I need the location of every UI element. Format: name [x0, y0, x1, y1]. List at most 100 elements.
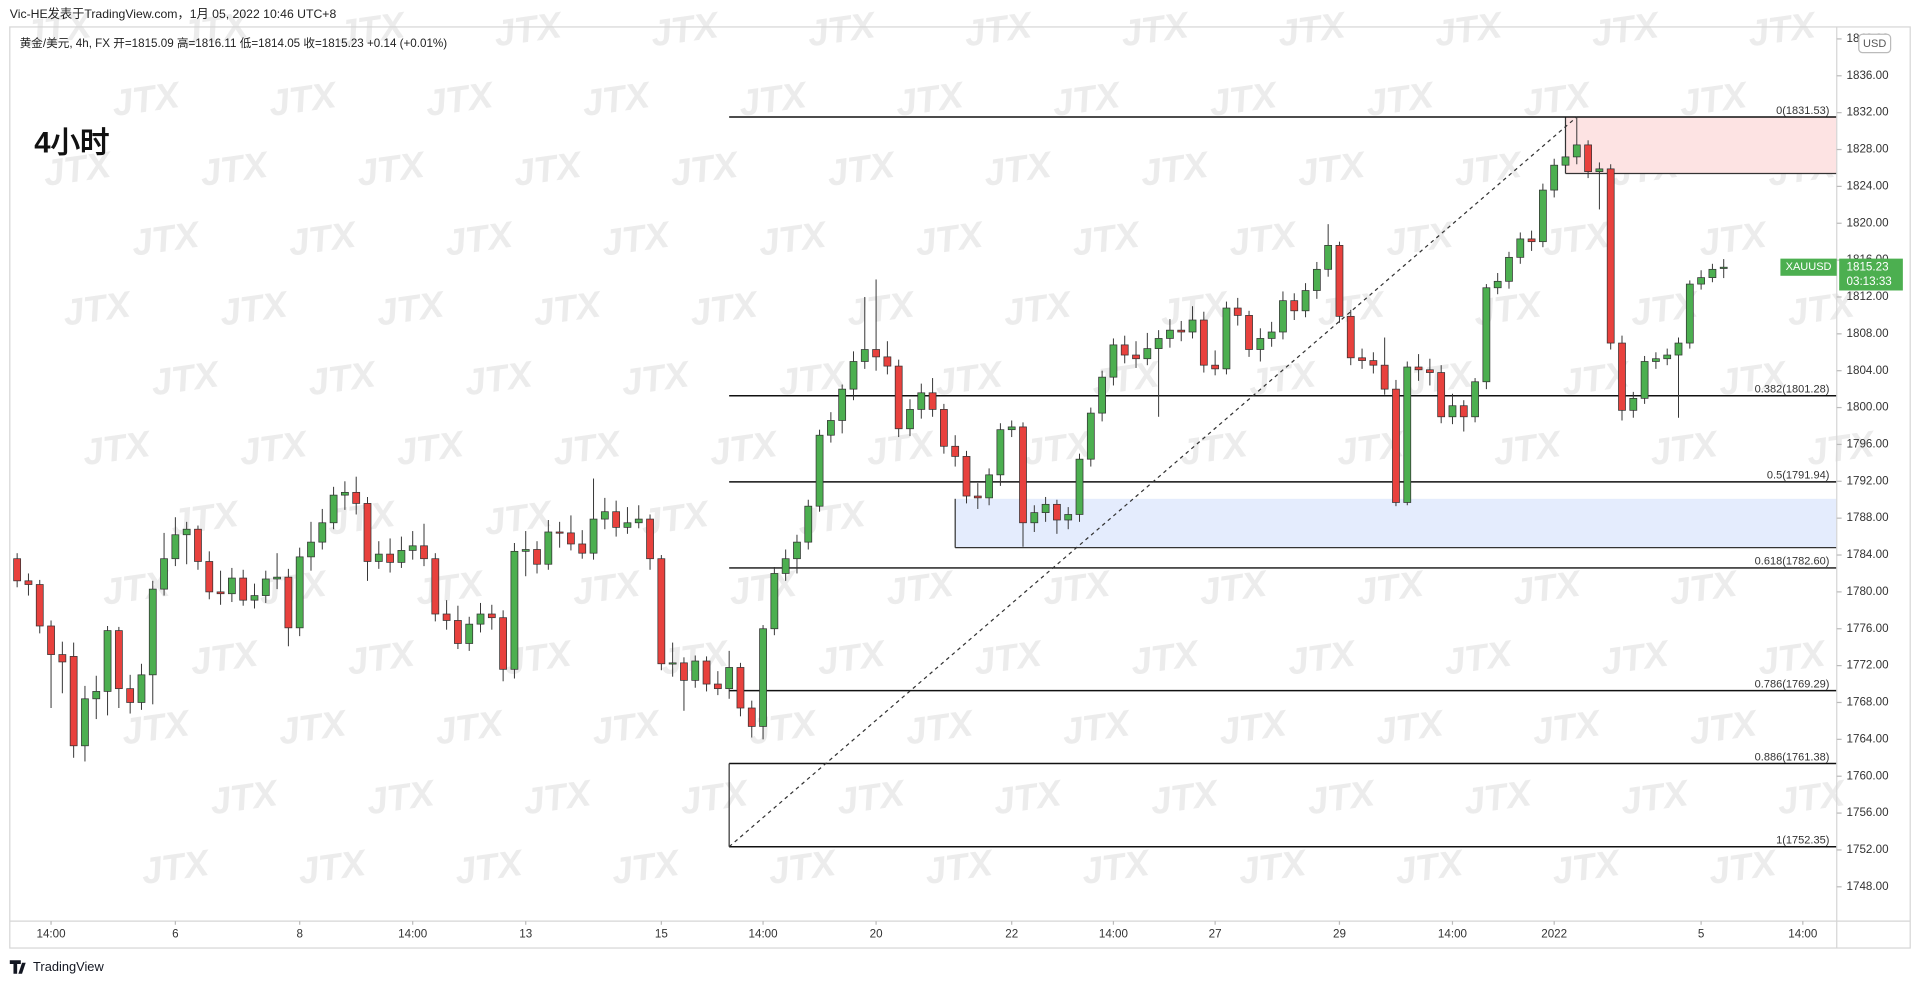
candle-body	[228, 577, 236, 595]
candle-body	[1392, 388, 1400, 503]
candle-body	[1041, 503, 1050, 513]
watermark: JTX	[736, 74, 811, 124]
watermark: JTX	[452, 842, 527, 892]
candle-body	[1697, 277, 1705, 285]
candle-body	[24, 580, 33, 585]
candle-body	[103, 630, 112, 692]
tradingview-logo	[9, 960, 26, 974]
candle-body	[1482, 287, 1491, 383]
candle-body	[114, 630, 123, 690]
watermark: JTX	[825, 144, 900, 194]
y-tick-label: 1804.00	[1847, 364, 1890, 377]
candle-body	[860, 349, 869, 362]
candle-body	[1279, 300, 1287, 333]
candle-body	[1380, 364, 1389, 390]
candle-body	[589, 518, 598, 554]
y-tick-label: 1756.00	[1847, 806, 1890, 819]
watermark: JTX	[550, 423, 625, 473]
candle-body	[1222, 307, 1231, 370]
watermark: JTX	[1598, 632, 1673, 682]
candle-body	[1663, 354, 1672, 360]
candle-body	[1188, 319, 1197, 333]
candle-body	[736, 667, 745, 709]
watermark: JTX	[217, 283, 292, 333]
watermark: JTX	[482, 493, 557, 543]
candle-body	[1109, 344, 1118, 378]
symbol-label: XAUUSD	[1786, 261, 1832, 273]
watermark: JTX	[1275, 4, 1350, 54]
y-tick-label: 1836.00	[1847, 69, 1890, 82]
countdown: 03:13:33	[1847, 275, 1892, 288]
y-tick-label: 1784.00	[1847, 548, 1890, 561]
watermark: JTX	[1755, 632, 1830, 682]
watermark: JTX	[903, 702, 978, 752]
candle-body	[623, 522, 632, 528]
watermark: JTX	[462, 353, 537, 403]
x-tick-label: 14:00	[37, 928, 67, 941]
candle-body	[747, 707, 756, 727]
candle-body	[770, 573, 779, 630]
watermark: JTX	[139, 842, 214, 892]
candle-body	[92, 691, 101, 700]
watermark: JTX	[991, 772, 1066, 822]
y-tick-label: 1780.00	[1847, 585, 1890, 598]
watermark: JTX	[207, 772, 282, 822]
candle-body	[318, 522, 327, 543]
candle-body	[250, 595, 259, 601]
watermark: JTX	[1295, 144, 1370, 194]
watermark: JTX	[1451, 144, 1526, 194]
candle-body	[205, 561, 214, 593]
candle-body	[239, 577, 248, 601]
candle-body	[600, 511, 609, 520]
y-tick-label: 1760.00	[1847, 769, 1890, 782]
watermark: JTX	[1491, 423, 1566, 473]
watermark: JTX	[971, 632, 1046, 682]
candle-body	[160, 558, 168, 590]
watermark: JTX	[345, 632, 420, 682]
watermark: JTX	[1118, 4, 1193, 54]
candle-body	[1154, 338, 1163, 349]
watermark: JTX	[1207, 74, 1282, 124]
candle-body	[1143, 348, 1152, 360]
candle-body	[1064, 514, 1073, 521]
x-tick-label: 14:00	[1099, 928, 1129, 941]
candle-body	[940, 409, 948, 447]
candle-body	[657, 558, 666, 665]
candle-body	[872, 349, 880, 358]
watermark: JTX	[335, 4, 410, 54]
price-badge	[1839, 258, 1903, 291]
watermark: JTX	[922, 842, 997, 892]
watermark: JTX	[648, 4, 723, 54]
candle-body	[544, 531, 553, 565]
candle-body	[1527, 238, 1536, 243]
watermark: JTX	[1804, 423, 1879, 473]
y-tick-label: 1792.00	[1847, 474, 1890, 487]
frame	[9, 26, 1911, 949]
logo-mark	[9, 960, 21, 974]
watermark: JTX	[599, 213, 674, 263]
candle-body	[1561, 156, 1570, 166]
watermark: JTX	[687, 283, 762, 333]
x-tick-label: 15	[655, 928, 668, 941]
watermark: JTX	[1687, 702, 1762, 752]
watermark: JTX	[678, 772, 753, 822]
candle-body	[1640, 361, 1649, 399]
candle-body	[363, 503, 372, 562]
candle-body	[1245, 315, 1253, 350]
y-tick-label: 1764.00	[1847, 732, 1890, 745]
watermark: JTX	[198, 144, 273, 194]
candle-body	[1301, 290, 1310, 312]
candle-body	[386, 553, 394, 563]
watermark: JTX	[393, 423, 468, 473]
candle-body	[815, 434, 824, 507]
x-tick-label: 20	[870, 928, 883, 941]
candle-body	[216, 591, 225, 595]
watermark: JTX	[609, 842, 684, 892]
watermark: JTX	[570, 562, 645, 612]
candle-body	[1335, 244, 1344, 317]
candle-body	[793, 541, 801, 560]
watermark: JTX	[531, 283, 606, 333]
x-tick-label: 2022	[1541, 928, 1567, 941]
watermark: JTX	[149, 353, 224, 403]
candle-body	[81, 698, 89, 747]
